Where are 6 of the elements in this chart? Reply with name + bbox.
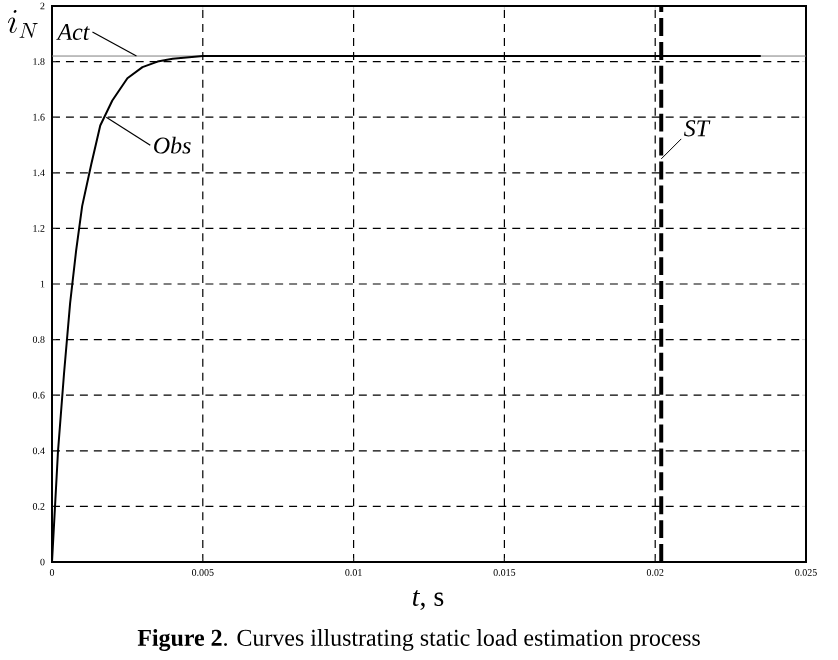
annotation: Obs — [154, 136, 191, 154]
x-axis-title: t, s — [412, 589, 444, 610]
y-axis-title: $i_N$ — [7, 10, 38, 38]
ref-line-label: ST — [684, 120, 711, 137]
text: Figure 2. Curves illustrating static load estimation process — [137, 629, 700, 651]
annotation: Act — [56, 24, 90, 41]
